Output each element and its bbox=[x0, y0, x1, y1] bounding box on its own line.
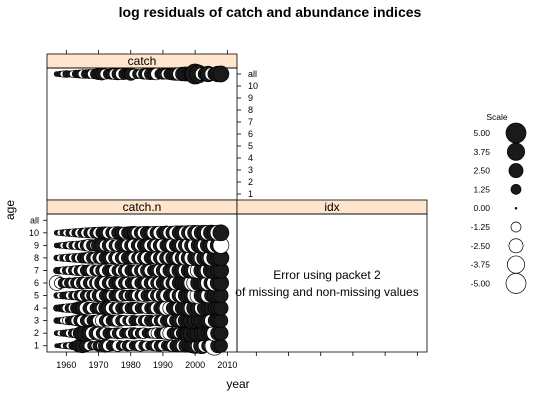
panel-frame-idx bbox=[236, 213, 428, 353]
panel-grid: catch catch.n idx 1 1 2 2 3 3 4 4 5 5 6 6 7 7 8 8 9 9 10 10 all… bbox=[29, 50, 428, 370]
y-tick-label-left: 7 bbox=[34, 265, 39, 275]
y-tick-label-right: 5 bbox=[248, 141, 253, 151]
strip-label-catch: catch bbox=[128, 54, 157, 68]
legend-label: 0.00 bbox=[473, 203, 490, 213]
legend-bubble bbox=[514, 206, 518, 210]
chart-title: log residuals of catch and abundance ind… bbox=[119, 4, 422, 20]
bubble-catch-n-age-3 bbox=[213, 313, 229, 328]
x-tick-label: 1960 bbox=[56, 360, 76, 370]
x-tick-label: 2000 bbox=[185, 360, 205, 370]
legend-bubble bbox=[505, 273, 527, 294]
legend-label: 1.25 bbox=[473, 184, 490, 194]
x-tick-label: 2010 bbox=[217, 360, 237, 370]
x-tick-label: 1970 bbox=[89, 360, 109, 370]
x-tick-label: 1980 bbox=[121, 360, 141, 370]
y-tick-label-left: 5 bbox=[34, 291, 39, 301]
y-tick-label-left: 4 bbox=[34, 303, 39, 313]
strip-label-catch-n: catch.n bbox=[123, 200, 162, 214]
error-message-line: of missing and non-missing values bbox=[235, 285, 418, 299]
legend-label: -3.75 bbox=[471, 260, 491, 270]
legend-title: Scale bbox=[486, 112, 508, 122]
legend-label: 5.00 bbox=[473, 128, 490, 138]
strip-label-idx: idx bbox=[324, 200, 339, 214]
y-tick-label-right: 2 bbox=[248, 177, 253, 187]
y-tick-label-left: 2 bbox=[34, 328, 39, 338]
y-tick-label-right: 1 bbox=[248, 189, 253, 199]
y-tick-label-right: 7 bbox=[248, 117, 253, 127]
y-tick-label-right: 9 bbox=[248, 93, 253, 103]
legend-bubble bbox=[506, 142, 526, 161]
error-message-line: Error using packet 2 bbox=[273, 268, 381, 282]
y-axis-label: age bbox=[3, 200, 17, 220]
legend-label: -2.50 bbox=[471, 241, 491, 251]
legend-label: -1.25 bbox=[471, 222, 491, 232]
bubble-catch-n-age-2 bbox=[213, 325, 229, 341]
scale-legend: Scale 5.00 3.75 2.50 1.25 0.00 -1.25 -2.50 -3.75… bbox=[471, 112, 527, 294]
y-tick-label-left: 6 bbox=[34, 278, 39, 288]
y-tick-label-left: 9 bbox=[34, 240, 39, 250]
y-tick-label-left: 8 bbox=[34, 253, 39, 263]
x-tick-label: 1990 bbox=[153, 360, 173, 370]
legend-label: 2.50 bbox=[473, 166, 490, 176]
legend-bubble bbox=[510, 184, 522, 195]
y-tick-label-left: 1 bbox=[34, 341, 39, 351]
y-tick-label-left: 10 bbox=[29, 228, 39, 238]
legend-bubble bbox=[508, 163, 524, 179]
y-tick-label-right: all bbox=[248, 69, 257, 79]
y-tick-label-right: 8 bbox=[248, 105, 253, 115]
panel-frame-catch bbox=[46, 67, 238, 201]
x-axis-label: year bbox=[226, 377, 249, 391]
y-tick-label-left: all bbox=[30, 215, 39, 225]
y-tick-label-right: 6 bbox=[248, 129, 253, 139]
y-tick-label-left: 3 bbox=[34, 316, 39, 326]
legend-bubble bbox=[508, 238, 524, 254]
bubble-catch-age-all bbox=[212, 65, 230, 83]
y-tick-label-right: 4 bbox=[248, 153, 253, 163]
legend-label: 3.75 bbox=[473, 147, 490, 157]
legend-bubble bbox=[510, 221, 522, 233]
legend-bubble bbox=[506, 255, 526, 274]
y-tick-label-right: 10 bbox=[248, 81, 258, 91]
legend-bubble bbox=[505, 122, 527, 144]
bubble-catch-n-age-10 bbox=[212, 224, 230, 242]
y-tick-label-right: 3 bbox=[248, 165, 253, 175]
legend-label: -5.00 bbox=[471, 278, 491, 288]
